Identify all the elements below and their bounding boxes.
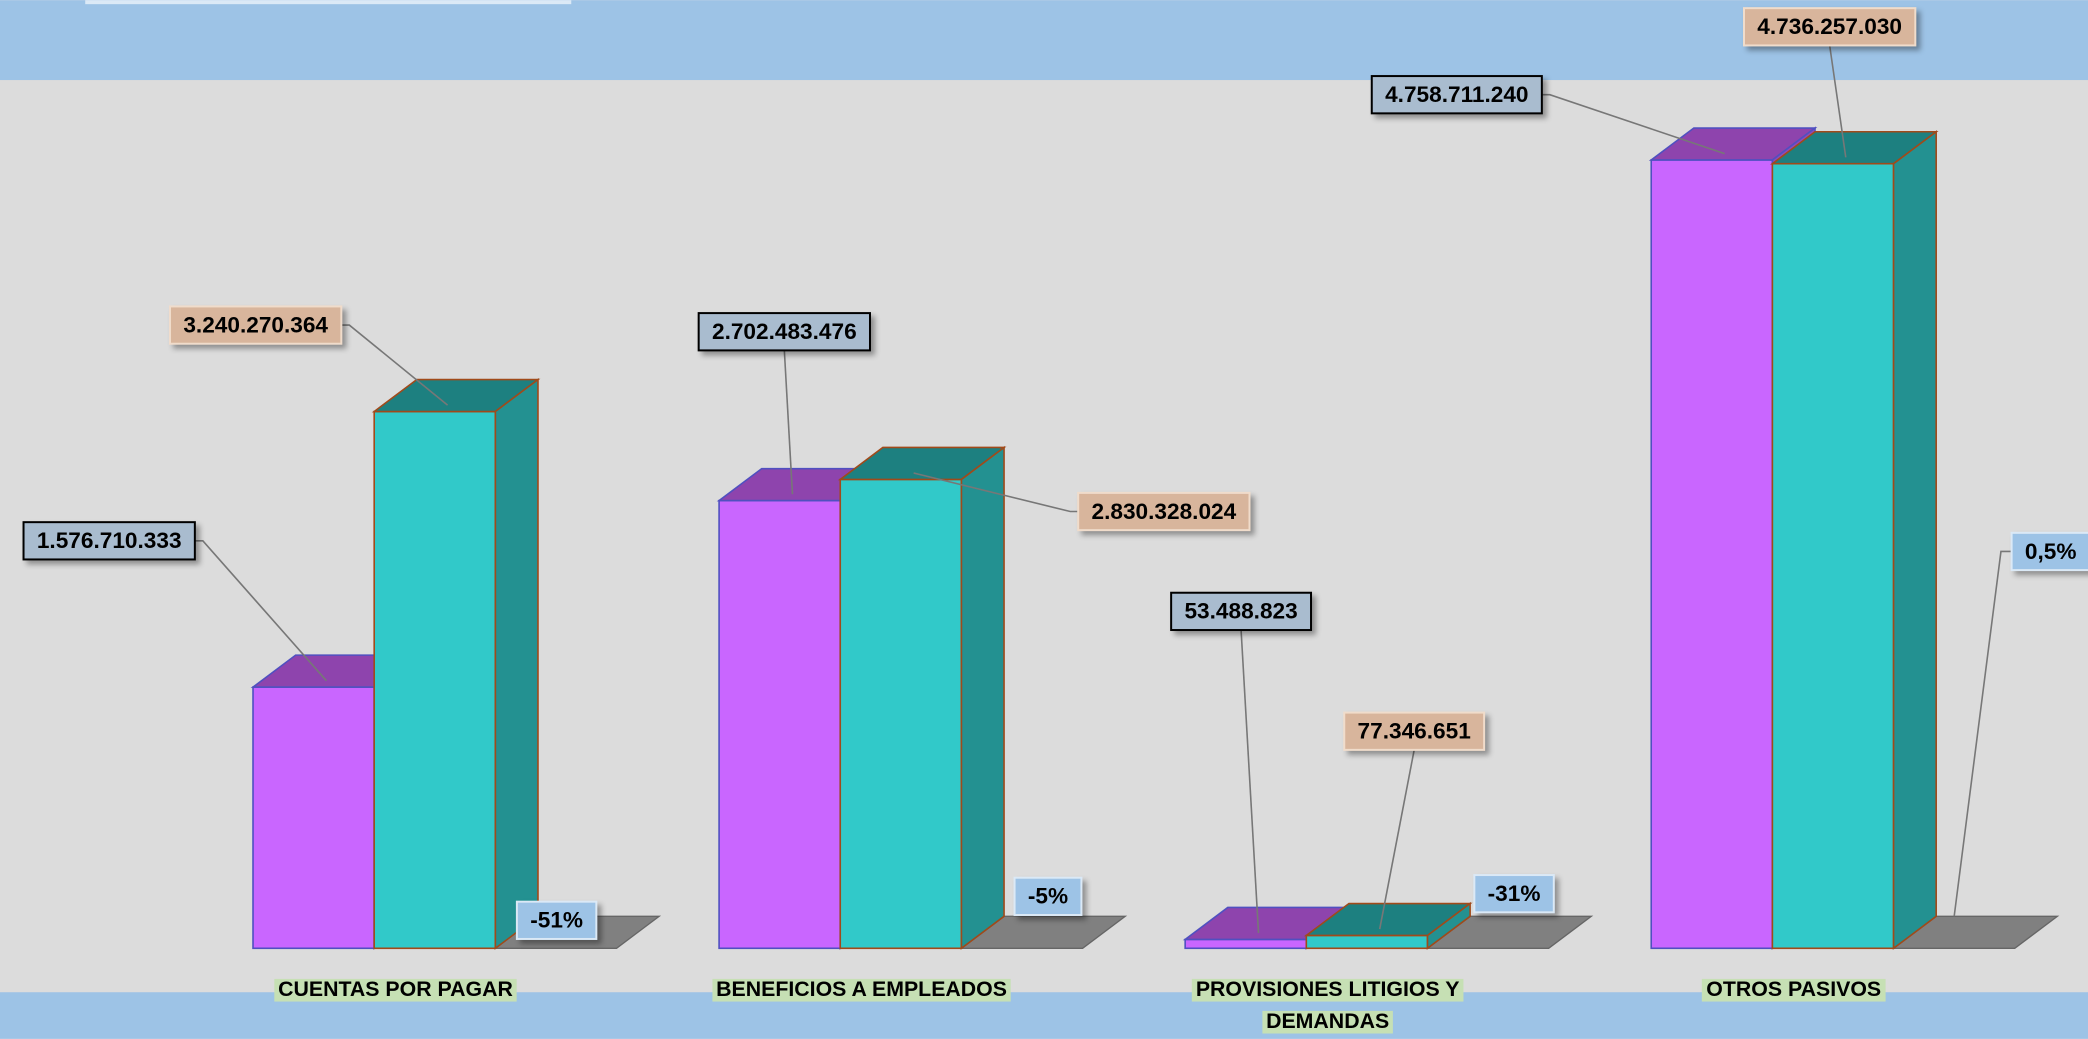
data-label-box <box>1370 75 1543 115</box>
data-label-text: 4.758.711.240 <box>1385 82 1528 107</box>
change-label-text: -31% <box>1488 881 1541 906</box>
labels: 1.576.710.333 3.240.270.364 -51% 2.702.483.… <box>22 7 2088 940</box>
leader-line <box>1953 550 2012 917</box>
leaders <box>194 45 2012 934</box>
data-label-text: 3.240.270.364 <box>183 312 328 337</box>
data-label: 2.830.328.024 <box>1077 491 1251 532</box>
category-label-box: CUENTAS POR PAGAR <box>202 975 588 1007</box>
data-label-box <box>1077 491 1251 532</box>
bar-front <box>1184 938 1308 950</box>
x-tick-label: BENEFICIOS A EMPLEADOS <box>668 975 1054 1007</box>
change-label: -51% <box>515 900 598 940</box>
header-box <box>85 0 572 5</box>
category-label-box: PROVISIONES LITIGIOS Y DEMANDAS <box>1135 975 1521 1039</box>
x-tick-label: PROVISIONES LITIGIOS Y DEMANDAS <box>1135 975 1521 1039</box>
x-tick-label: CUENTAS POR PAGAR <box>202 975 588 1007</box>
data-label-text: 53.488.823 <box>1184 599 1297 624</box>
bar-front <box>1650 159 1774 950</box>
data-label-text: 2.702.483.476 <box>712 319 857 344</box>
data-label: 1.576.710.333 <box>22 521 196 561</box>
change-label: -31% <box>1473 874 1555 914</box>
bar <box>1303 901 1473 950</box>
change-label-text: -51% <box>530 908 583 933</box>
change-label-box <box>515 900 598 940</box>
leader-line <box>1541 93 1725 155</box>
leader-line <box>1378 749 1415 930</box>
data-label-text: 4.736.257.030 <box>1757 14 1902 39</box>
data-label: 77.346.651 <box>1343 711 1486 751</box>
change-label: -5% <box>1013 876 1083 916</box>
leader-line <box>194 540 327 682</box>
change-label-box <box>1013 876 1083 916</box>
data-label-text: 1.576.710.333 <box>37 528 182 553</box>
leader-line <box>783 350 794 495</box>
data-label-box <box>1743 7 1917 47</box>
header-band <box>0 0 2088 81</box>
change-label: 0,5% <box>2010 531 2088 572</box>
bar-side <box>494 377 539 950</box>
change-label-text: 0,5% <box>2025 539 2077 564</box>
x-tick-text: OTROS PASIVOS <box>1702 978 1886 1002</box>
data-label-box <box>169 305 343 345</box>
data-label: 2.702.483.476 <box>697 312 871 352</box>
data-label: 3.240.270.364 <box>169 305 343 345</box>
bar-front <box>1771 162 1895 950</box>
bar <box>371 377 541 950</box>
data-label-box <box>22 521 196 561</box>
leader-line <box>913 472 1079 513</box>
category-label-box: BENEFICIOS A EMPLEADOS <box>668 975 1054 1007</box>
bar-front <box>1305 934 1429 950</box>
change-label-box <box>2010 531 2088 572</box>
bar-front <box>718 499 842 950</box>
bar <box>1770 130 1939 950</box>
category-label-box: OTROS PASIVOS <box>1601 975 1987 1007</box>
leader-line <box>1240 629 1260 934</box>
data-label: 4.758.711.240 <box>1370 75 1543 115</box>
change-label-text: -5% <box>1028 884 1068 909</box>
data-label-text: 2.830.328.024 <box>1092 499 1237 524</box>
data-label-box <box>697 312 871 352</box>
bar-front <box>373 410 497 950</box>
change-label-box <box>1473 874 1555 914</box>
bar-side <box>1426 901 1471 950</box>
x-tick-text: PROVISIONES LITIGIOS Y DEMANDAS <box>1191 978 1464 1034</box>
x-tick-text: CUENTAS POR PAGAR <box>274 978 517 1002</box>
x-tick-label: OTROS PASIVOS <box>1601 975 1987 1007</box>
data-label-text: 77.346.651 <box>1358 719 1471 744</box>
bar-side <box>960 445 1005 950</box>
leader-line <box>1828 45 1847 158</box>
data-label-box <box>1170 591 1313 632</box>
leader-line <box>341 324 449 406</box>
data-label: 4.736.257.030 <box>1743 7 1917 47</box>
data-label-box <box>1343 711 1486 751</box>
bar-front <box>839 478 963 950</box>
x-tick-text: BENEFICIOS A EMPLEADOS <box>712 978 1011 1002</box>
bar-front <box>252 686 375 950</box>
bar <box>837 445 1007 950</box>
data-label: 53.488.823 <box>1170 591 1313 632</box>
bar-side <box>1892 130 1937 950</box>
